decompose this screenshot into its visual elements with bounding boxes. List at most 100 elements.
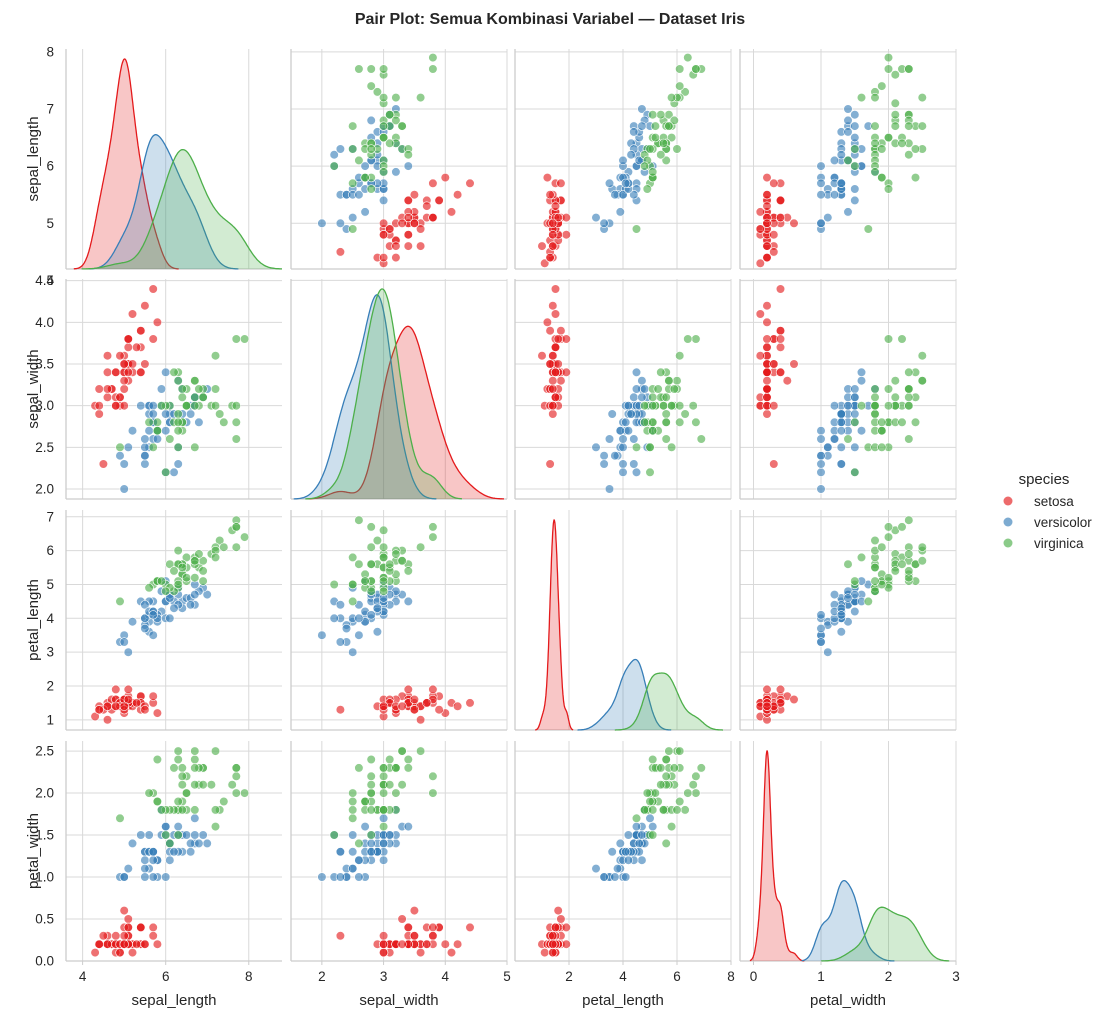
scatter-point-versicolor (629, 459, 639, 469)
scatter-point-virginica (691, 64, 701, 74)
scatter-point-versicolor (152, 434, 162, 444)
scatter-point-versicolor (317, 630, 327, 640)
scatter-point-versicolor (629, 434, 639, 444)
scatter-point-virginica (403, 566, 413, 576)
scatter-point-versicolor (335, 872, 346, 882)
scatter-point-virginica (870, 121, 880, 131)
scatter-point-virginica (428, 532, 438, 542)
scatter-point-versicolor (836, 417, 846, 427)
scatter-point-versicolor (637, 392, 647, 402)
scatter-point-versicolor (161, 367, 171, 377)
scatter-point-versicolor (618, 467, 628, 477)
scatter-point-setosa (90, 711, 100, 722)
scatter-point-virginica (666, 442, 677, 452)
scatter-point-virginica (152, 417, 162, 427)
scatter-point-versicolor (329, 613, 339, 623)
ytick-label-petal_width: 0.0 (35, 954, 54, 969)
kde-area-versicolor-petal_length (577, 659, 672, 730)
scatter-point-virginica (190, 442, 200, 452)
ytick-label-petal_length: 6 (46, 543, 54, 558)
xlabel-sepal_width: sepal_width (359, 992, 438, 1009)
scatter-point-virginica (883, 573, 894, 583)
scatter-point-versicolor (123, 863, 133, 874)
scatter-point-setosa (775, 334, 786, 344)
scatter-point-setosa (416, 715, 426, 725)
scatter-point-setosa (556, 326, 566, 336)
scatter-point-virginica (348, 121, 358, 131)
scatter-point-virginica (680, 87, 690, 97)
scatter-point-virginica (883, 532, 894, 542)
scatter-point-setosa (335, 247, 346, 257)
scatter-point-versicolor (816, 467, 826, 477)
scatter-point-versicolor (348, 213, 358, 223)
scatter-point-setosa (111, 701, 121, 711)
scatter-point-virginica (917, 351, 927, 361)
xtick-label-petal_length: 2 (565, 969, 573, 984)
scatter-point-virginica (675, 401, 685, 411)
scatter-point-virginica (639, 417, 650, 427)
scatter-point-setosa (789, 218, 799, 228)
scatter-point-virginica (385, 110, 395, 120)
scatter-point-versicolor (604, 178, 615, 188)
scatter-point-setosa (123, 684, 133, 695)
scatter-point-virginica (379, 121, 389, 131)
scatter-point-virginica (675, 64, 685, 74)
scatter-point-virginica (198, 566, 208, 576)
scatter-point-setosa (762, 376, 772, 386)
scatter-point-virginica (379, 133, 389, 143)
scatter-point-versicolor (816, 218, 826, 228)
scatter-point-versicolor (618, 459, 628, 469)
ytick-label-sepal_width: 4.0 (35, 315, 54, 330)
xtick-label-petal_length: 8 (727, 969, 735, 984)
scatter-point-setosa (391, 241, 401, 251)
scatter-point-setosa (548, 376, 558, 386)
scatter-point-virginica (177, 763, 187, 773)
scatter-point-virginica (329, 161, 339, 171)
scatter-point-virginica (173, 442, 183, 452)
scatter-point-versicolor (631, 384, 642, 394)
scatter-point-setosa (550, 367, 561, 377)
scatter-point-virginica (379, 167, 389, 177)
scatter-point-setosa (769, 247, 779, 257)
scatter-point-setosa (409, 931, 420, 941)
scatter-point-virginica (190, 763, 200, 773)
scatter-point-versicolor (165, 593, 175, 603)
scatter-point-virginica (870, 401, 880, 411)
scatter-point-setosa (453, 701, 463, 711)
scatter-point-virginica (385, 754, 395, 765)
ytick-label-petal_length: 7 (46, 509, 54, 524)
xlabel-sepal_length: sepal_length (131, 992, 216, 1009)
scatter-point-versicolor (391, 167, 401, 177)
scatter-point-versicolor (856, 367, 867, 377)
scatter-point-virginica (883, 184, 894, 194)
scatter-point-versicolor (631, 367, 642, 377)
scatter-point-versicolor (615, 838, 625, 849)
scatter-point-virginica (360, 576, 370, 586)
chart-title: Pair Plot: Semua Kombinasi Variabel — Da… (355, 11, 745, 28)
scatter-point-virginica (348, 596, 358, 607)
scatter-point-virginica (904, 566, 914, 576)
scatter-point-versicolor (621, 847, 631, 857)
scatter-point-virginica (397, 746, 407, 756)
ytick-label-sepal_width: 3.5 (35, 357, 54, 372)
scatter-point-virginica (883, 133, 894, 143)
scatter-point-setosa (561, 230, 571, 240)
scatter-point-virginica (648, 754, 658, 765)
scatter-point-setosa (397, 914, 407, 924)
scatter-point-virginica (870, 138, 880, 148)
kde-area-setosa-petal_length (535, 520, 574, 730)
xtick-label-petal_width: 1 (817, 969, 825, 984)
scatter-point-versicolor (607, 847, 617, 857)
scatter-point-setosa (553, 213, 563, 223)
scatter-point-virginica (231, 542, 241, 552)
scatter-point-setosa (556, 178, 566, 188)
scatter-point-virginica (648, 417, 658, 427)
scatter-point-virginica (173, 796, 183, 807)
scatter-point-setosa (762, 201, 772, 211)
scatter-point-virginica (161, 830, 171, 840)
scatter-point-versicolor (329, 150, 339, 160)
scatter-point-setosa (379, 218, 389, 228)
scatter-point-versicolor (631, 821, 642, 832)
scatter-point-versicolor (186, 409, 196, 419)
scatter-point-setosa (545, 190, 555, 200)
